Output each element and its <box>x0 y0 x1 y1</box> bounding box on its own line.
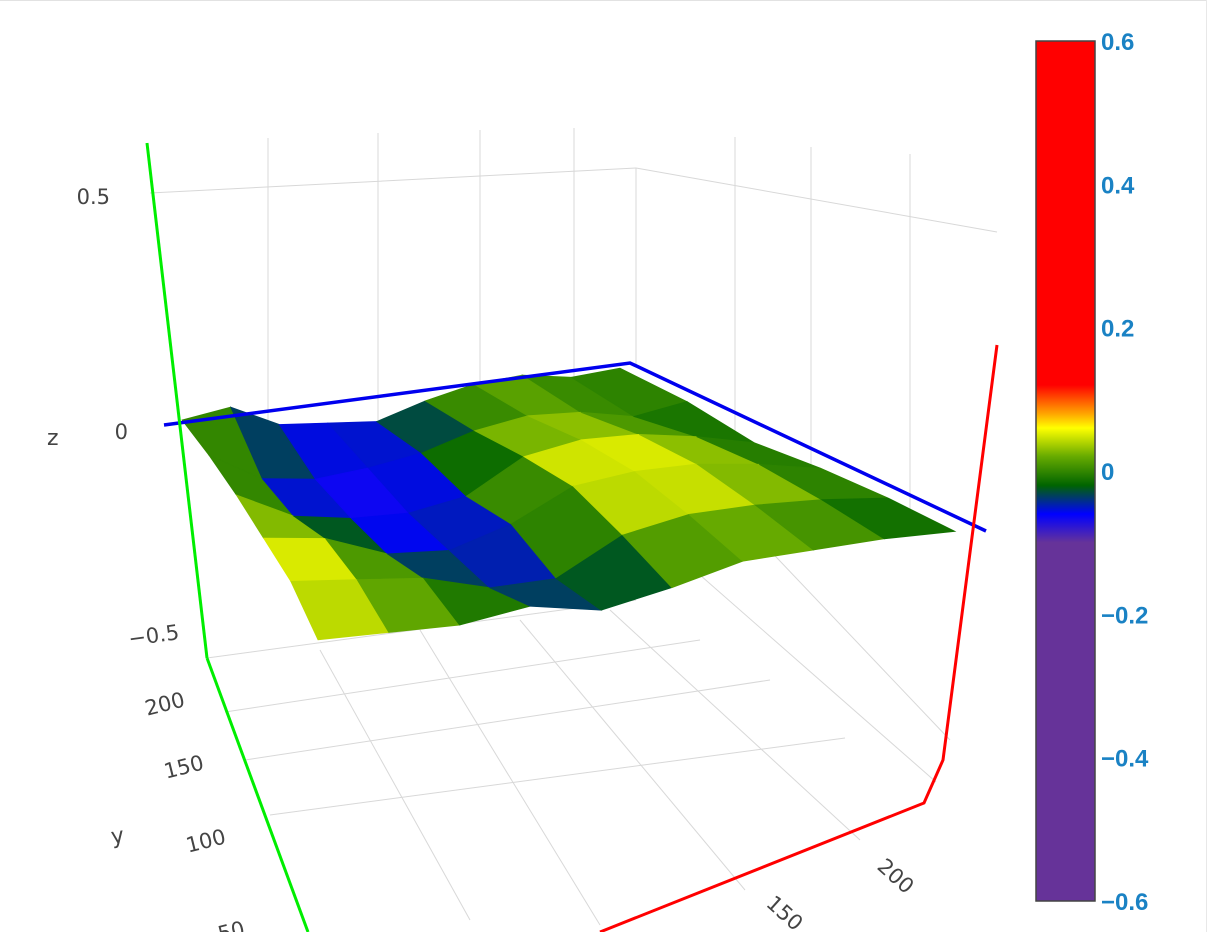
y-axis-ticks: 200 150 100 50 y <box>109 688 247 932</box>
colorbar-tick-label: 0.4 <box>1101 172 1135 199</box>
z-tick-label: 0.5 <box>77 185 110 209</box>
grid-line <box>699 574 937 783</box>
x-axis-ticks: 200 150 <box>762 854 919 932</box>
grid-line <box>419 629 601 926</box>
grid-line <box>149 167 637 194</box>
grid-line <box>319 649 471 921</box>
grid-line <box>635 167 998 233</box>
z-tick-label: 0 <box>115 420 128 444</box>
grid-line <box>269 737 846 816</box>
grid-line <box>244 679 771 761</box>
colorbar-scale <box>1035 40 1096 902</box>
x-tick-label: 200 <box>873 854 919 899</box>
surface-mesh <box>181 367 957 641</box>
colorbar-tick-label: −0.4 <box>1101 746 1149 773</box>
y-tick-label: 100 <box>184 825 229 858</box>
z-axis-line <box>145 142 209 659</box>
colorbar-tick-label: −0.2 <box>1101 602 1148 629</box>
colorbar-ticks: 0.6 0.4 0.2 0 −0.2 −0.4 −0.6 <box>1101 29 1149 916</box>
colorbar-tick-label: 0.6 <box>1101 29 1134 56</box>
x-tick-label: 150 <box>762 891 808 932</box>
colorbar-tick-label: 0 <box>1101 459 1114 486</box>
zero-plane-outline <box>163 361 987 533</box>
grid-line <box>609 609 861 841</box>
y-tick-label: 50 <box>215 917 247 932</box>
z-tick-label: −0.5 <box>127 620 181 651</box>
grid-line <box>224 639 701 713</box>
x-axis-line <box>599 344 999 932</box>
colorbar-tick-label: −0.6 <box>1101 889 1148 916</box>
colorbar: 0.6 0.4 0.2 0 −0.2 −0.4 −0.6 <box>1035 29 1149 916</box>
surface-patch <box>820 497 957 540</box>
y-tick-label: 200 <box>143 688 188 721</box>
z-axis-ticks: 0.5 0 −0.5 z <box>47 185 181 651</box>
colorbar-tick-label: 0.2 <box>1101 316 1134 343</box>
y-tick-label: 150 <box>162 751 207 784</box>
frame-top-border <box>0 0 1207 1</box>
y-axis-line <box>205 657 310 932</box>
y-axis-title: y <box>109 823 125 850</box>
grid-line <box>759 539 951 741</box>
z-axis-title: z <box>47 426 59 451</box>
grid-line <box>519 619 746 891</box>
